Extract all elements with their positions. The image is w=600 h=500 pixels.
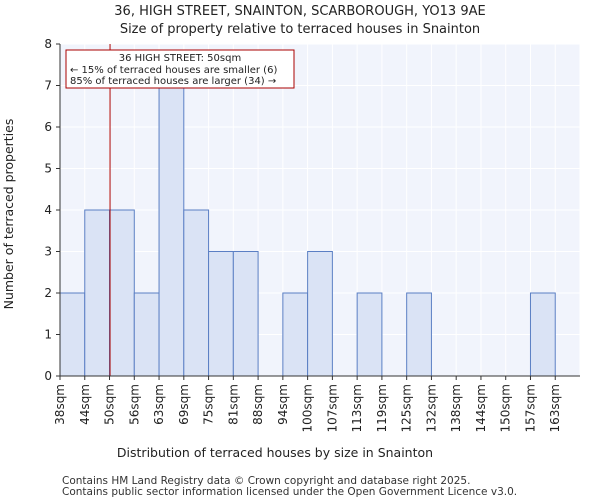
x-tick-label: 107sqm	[325, 384, 339, 432]
y-tick-label: 7	[44, 79, 52, 93]
bar-100sqm	[307, 251, 333, 377]
bar-94sqm	[282, 292, 309, 377]
x-tick-label: 69sqm	[177, 384, 191, 425]
annotation-line-1: 36 HIGH STREET: 50sqm	[119, 53, 241, 64]
y-tick-label: 5	[44, 162, 52, 176]
x-tick-label: 157sqm	[523, 384, 537, 432]
bar-56sqm	[133, 292, 160, 377]
x-tick-label: 88sqm	[251, 384, 265, 425]
x-tick-label: 144sqm	[474, 384, 488, 432]
x-tick-label: 75sqm	[202, 384, 216, 425]
y-axis-label: Number of terraced properties	[1, 119, 16, 310]
annotation-box-border	[65, 49, 295, 89]
x-tick-label: 119sqm	[375, 384, 389, 432]
bar-81sqm	[232, 251, 259, 377]
x-axis-ticks: 38sqm 44sqm 50sqm 56sqm 63sqm 69sqm 75sqm 81sqm…	[53, 376, 562, 432]
x-tick-label: 100sqm	[301, 384, 315, 432]
annotation-line-3: 85% of terraced houses are larger (34) →	[70, 76, 276, 87]
x-tick-label: 44sqm	[78, 384, 92, 425]
chart-title: 36, HIGH STREET, SNAINTON, SCARBOROUGH, …	[114, 4, 485, 19]
y-tick-label: 6	[44, 120, 52, 134]
x-tick-label: 63sqm	[152, 384, 166, 425]
y-tick-label: 4	[44, 203, 52, 217]
x-tick-label: 138sqm	[449, 384, 463, 432]
x-tick-label: 113sqm	[350, 384, 364, 432]
x-tick-label: 38sqm	[53, 384, 67, 425]
x-tick-label: 50sqm	[103, 384, 117, 425]
y-tick-label: 8	[44, 37, 52, 51]
y-tick-label: 2	[44, 286, 52, 300]
x-axis-label: Distribution of terraced houses by size …	[117, 445, 433, 460]
bar-63sqm	[158, 85, 185, 377]
footer-line-1: Contains HM Land Registry data © Crown c…	[62, 475, 470, 487]
x-tick-label: 94sqm	[276, 384, 290, 425]
x-tick-label: 150sqm	[499, 384, 513, 432]
y-tick-label: 0	[44, 369, 52, 383]
bars	[59, 85, 556, 377]
footer-line-2: Contains public sector information licen…	[62, 486, 517, 498]
x-tick-label: 125sqm	[400, 384, 414, 432]
bar-157sqm	[529, 292, 556, 377]
x-tick-label: 81sqm	[226, 384, 240, 425]
bar-44sqm	[84, 209, 111, 377]
bar-38sqm	[59, 292, 86, 377]
y-axis-ticks: 0 1 2 3 4 5 6 7 8	[44, 37, 60, 383]
annotation-line-2: ← 15% of terraced houses are smaller (6)	[70, 65, 277, 76]
y-tick-label: 1	[44, 328, 52, 342]
x-tick-label: 132sqm	[424, 384, 438, 432]
bar-75sqm	[208, 251, 234, 377]
bar-125sqm	[406, 292, 432, 377]
x-tick-label: 163sqm	[548, 384, 562, 432]
x-tick-label: 56sqm	[127, 384, 141, 425]
annotation-box: 36 HIGH STREET: 50sqm ← 15% of terraced …	[65, 49, 295, 89]
bar-69sqm	[183, 209, 210, 377]
chart-subtitle: Size of property relative to terraced ho…	[120, 22, 480, 37]
bar-50sqm	[109, 209, 135, 377]
bar-113sqm	[356, 292, 383, 377]
y-tick-label: 3	[44, 245, 52, 259]
